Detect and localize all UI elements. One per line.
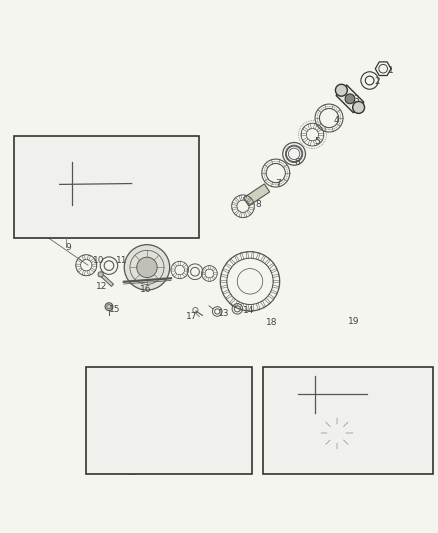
Text: 13: 13 [218, 309, 230, 318]
Text: 15: 15 [109, 305, 120, 314]
Text: 14: 14 [243, 305, 254, 314]
Circle shape [137, 257, 157, 278]
Text: 5: 5 [314, 136, 320, 146]
Circle shape [124, 245, 170, 290]
Circle shape [98, 272, 103, 277]
Polygon shape [137, 382, 203, 434]
Polygon shape [350, 448, 396, 450]
Polygon shape [244, 184, 270, 206]
Polygon shape [336, 85, 364, 112]
Text: 18: 18 [266, 318, 278, 327]
Circle shape [336, 84, 347, 96]
Text: 19: 19 [348, 317, 359, 326]
Circle shape [353, 101, 364, 114]
Circle shape [105, 303, 113, 311]
Circle shape [328, 424, 346, 443]
Circle shape [392, 446, 399, 453]
Text: 17: 17 [186, 312, 198, 321]
Circle shape [94, 389, 99, 393]
Circle shape [111, 169, 116, 174]
Polygon shape [99, 273, 113, 286]
Text: 7: 7 [275, 179, 281, 188]
Text: 1: 1 [388, 66, 394, 75]
Text: 10: 10 [93, 256, 105, 265]
Text: 16: 16 [140, 285, 151, 294]
Circle shape [68, 193, 75, 200]
Circle shape [35, 182, 41, 188]
Bar [263, 367, 433, 474]
Bar [14, 135, 199, 238]
Text: 8: 8 [256, 200, 261, 209]
Text: 6: 6 [294, 158, 300, 167]
Text: 9: 9 [66, 243, 71, 252]
Circle shape [332, 459, 341, 468]
Text: 2: 2 [374, 77, 380, 86]
Polygon shape [97, 390, 108, 392]
Text: 3: 3 [353, 95, 359, 104]
Bar [86, 367, 252, 474]
Text: 11: 11 [117, 256, 128, 265]
Circle shape [316, 413, 358, 454]
Text: 4: 4 [333, 116, 339, 125]
Circle shape [345, 94, 355, 104]
Text: 12: 12 [96, 281, 107, 290]
Circle shape [215, 368, 223, 376]
Circle shape [68, 168, 75, 175]
